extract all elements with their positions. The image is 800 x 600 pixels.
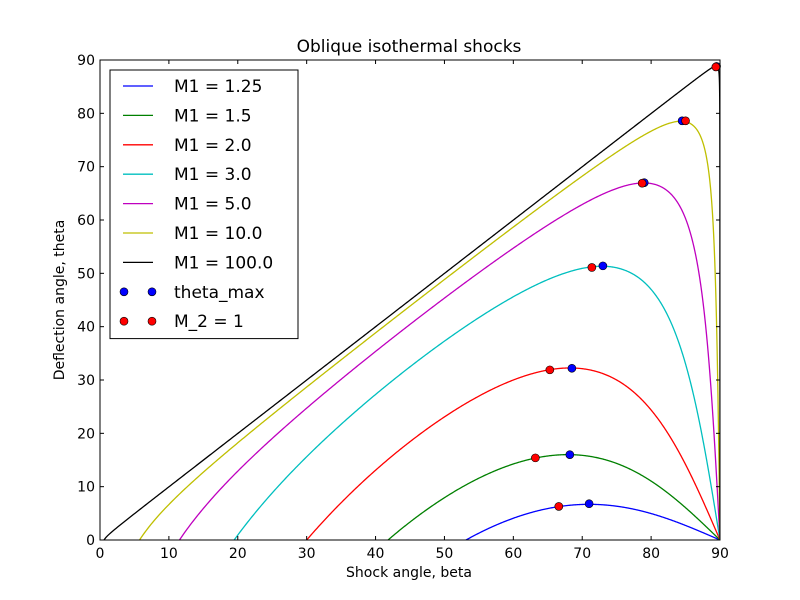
axes-frame <box>99 59 721 541</box>
x-tick-label-3: 30 <box>298 546 316 562</box>
y-tick-label-0: 0 <box>86 533 95 549</box>
x-tick-label-5: 50 <box>436 546 454 562</box>
chart-title: Oblique isothermal shocks <box>297 37 522 57</box>
x-tick-label-2: 20 <box>229 546 247 562</box>
series-line-1 <box>387 453 720 540</box>
y-tick-label-7: 70 <box>77 160 95 176</box>
legend-label-3: M1 = 3.0 <box>174 165 252 185</box>
legend-label-8: M_2 = 1 <box>174 312 244 332</box>
marker-0-point-3 <box>598 261 608 271</box>
y-tick-label-1: 10 <box>77 480 95 496</box>
x-tick-label-0: 0 <box>96 546 105 562</box>
y-tick-label-4: 40 <box>77 320 95 336</box>
marker-1-point-3 <box>587 263 597 272</box>
axis-ticks: 0 10 20 30 40 50 60 70 80 90 0 10 20 30 40 50 60 70 80 90 <box>77 53 729 562</box>
marker-1-point-2 <box>545 365 555 375</box>
marker-0-point-1 <box>565 450 575 459</box>
legend-label-6: M1 = 100.0 <box>174 253 273 273</box>
legend-label-5: M1 = 10.0 <box>174 224 262 244</box>
legend-marker-a-8 <box>119 316 129 326</box>
series-line-6 <box>103 65 720 540</box>
x-tick-label-4: 40 <box>367 546 385 562</box>
legend-label-2: M1 = 2.0 <box>174 136 252 156</box>
legend-marker-b-7 <box>147 287 157 297</box>
y-tick-label-9: 90 <box>77 53 95 69</box>
y-axis-label: Deflection angle, theta <box>52 220 68 381</box>
series-line-0 <box>465 503 720 540</box>
marker-1-point-1 <box>531 453 540 463</box>
x-tick-label-1: 10 <box>160 546 178 562</box>
legend: M1 = 1.25 M1 = 1.5 M1 = 2.0 M1 = 3.0 M1 = 5.… <box>109 69 299 340</box>
x-tick-label-9: 90 <box>711 546 729 562</box>
plot-area: 0 10 20 30 40 50 60 70 80 90 0 10 20 30 40 50 60 70 80 90 <box>77 53 729 562</box>
series-markers <box>531 62 721 511</box>
legend-label-1: M1 = 1.5 <box>174 106 252 126</box>
marker-0-point-2 <box>567 363 577 373</box>
legend-label-4: M1 = 5.0 <box>174 195 252 215</box>
x-tick-label-7: 70 <box>573 546 591 562</box>
legend-marker-a-7 <box>119 287 129 297</box>
y-tick-label-8: 80 <box>77 106 95 122</box>
series-line-5 <box>138 120 720 540</box>
series-lines <box>103 65 720 540</box>
marker-0-point-0 <box>584 499 594 509</box>
x-axis-label: Shock angle, beta <box>346 565 472 581</box>
x-tick-label-6: 60 <box>504 546 522 562</box>
legend-marker-b-8 <box>147 316 157 326</box>
series-line-4 <box>178 182 720 540</box>
y-tick-label-5: 50 <box>77 266 95 282</box>
marker-1-point-6 <box>711 62 721 72</box>
x-tick-label-8: 80 <box>642 546 660 562</box>
y-tick-label-2: 20 <box>77 426 95 442</box>
marker-1-point-5 <box>681 116 690 126</box>
y-tick-label-6: 60 <box>77 213 95 229</box>
y-tick-label-3: 30 <box>77 373 95 389</box>
marker-1-point-0 <box>554 502 564 511</box>
legend-label-7: theta_max <box>174 283 265 303</box>
series-line-2 <box>306 367 720 540</box>
marker-1-point-4 <box>637 178 647 188</box>
series-line-3 <box>233 265 720 540</box>
legend-label-0: M1 = 1.25 <box>174 77 262 97</box>
